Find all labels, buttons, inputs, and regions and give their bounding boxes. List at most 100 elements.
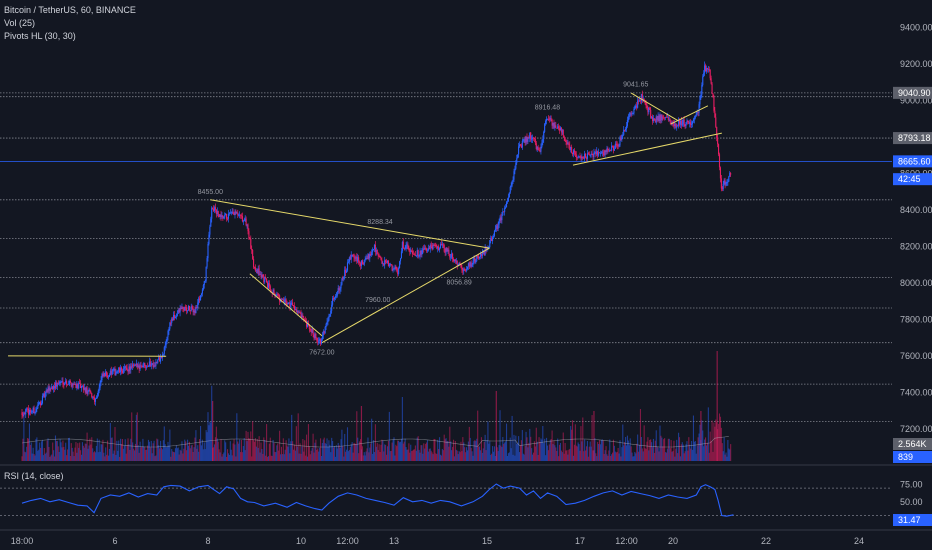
candle-body <box>348 257 350 262</box>
candle-body <box>448 249 450 255</box>
horizontal-levels <box>0 92 892 422</box>
volume-bar <box>708 452 710 461</box>
candle-body <box>380 258 382 260</box>
volume-bar <box>665 452 668 461</box>
candle-body <box>635 105 637 107</box>
rsi-legend[interactable]: RSI (14, close) <box>4 471 64 481</box>
volume-bar <box>422 453 424 461</box>
candle-body <box>625 125 628 129</box>
pivot-label: 7960.00 <box>365 297 390 304</box>
candle-body <box>379 255 381 259</box>
volume-bar <box>245 430 247 461</box>
candle-body <box>212 207 214 209</box>
trendline[interactable] <box>321 247 490 344</box>
candle-body <box>322 331 324 336</box>
candle-body <box>62 381 64 385</box>
candle-body <box>623 129 625 135</box>
volume-bar <box>566 450 568 461</box>
candle-body <box>532 137 534 139</box>
volume-bar <box>182 453 184 461</box>
x-tick-label: 15 <box>482 536 492 546</box>
volume-bar <box>496 447 498 461</box>
candle-body <box>610 150 612 151</box>
symbol-legend[interactable]: Bitcoin / TetherUS, 60, BINANCE <box>4 5 136 15</box>
volume-bar <box>92 448 94 461</box>
volume-bar <box>153 440 155 461</box>
volume-bar <box>501 447 503 461</box>
volume-bar <box>498 445 500 461</box>
candle-body <box>512 179 514 181</box>
trendline[interactable] <box>249 273 323 337</box>
candle-body <box>666 116 668 118</box>
volume-bar <box>45 452 47 461</box>
volume-bar <box>584 439 586 461</box>
trendline[interactable] <box>670 105 709 125</box>
candle-body <box>111 371 113 375</box>
candle-body <box>441 244 443 246</box>
candle-body <box>243 220 245 222</box>
candle-body <box>437 246 439 249</box>
candle-body <box>468 263 470 267</box>
volume-bar <box>164 444 166 461</box>
candle-body <box>530 132 532 140</box>
candle-body <box>572 150 575 155</box>
volume-bar <box>57 446 59 461</box>
volume-bar <box>685 444 687 461</box>
trendline[interactable] <box>630 92 678 121</box>
volume-bar <box>35 439 37 461</box>
volume-bar <box>272 439 274 461</box>
candle-body <box>248 231 250 239</box>
volume-bar <box>679 456 681 461</box>
candle-body <box>652 118 655 122</box>
candle-body <box>533 138 535 140</box>
volume-bar <box>27 438 30 461</box>
candle-body <box>173 314 175 321</box>
candle-body <box>585 153 587 158</box>
volume-bar <box>553 440 555 461</box>
volume-bar <box>473 441 475 461</box>
volume-bar <box>658 451 660 461</box>
volume-bar <box>701 420 703 461</box>
candle-body <box>224 214 226 218</box>
trendline[interactable] <box>210 199 490 249</box>
volume-bar <box>171 449 173 461</box>
candle-body <box>116 371 118 373</box>
candle-body <box>691 121 694 124</box>
candle-body <box>643 98 645 101</box>
volume-bar <box>157 439 159 461</box>
candle-body <box>73 384 75 385</box>
candle-body <box>456 260 458 266</box>
candle-body <box>515 162 517 169</box>
volume-bar <box>678 437 681 461</box>
candle-body <box>628 115 630 118</box>
volume-bar <box>25 452 27 461</box>
candle-body <box>357 257 359 262</box>
candle-body <box>148 361 150 367</box>
volume-bar <box>193 447 195 461</box>
volume-bar <box>99 451 101 461</box>
volume-bar <box>699 424 701 461</box>
candle-body <box>378 255 380 257</box>
trendline[interactable] <box>572 132 722 166</box>
volume-bar <box>545 437 548 461</box>
candle-body <box>190 306 192 311</box>
candle-body <box>226 218 229 220</box>
volume-bar <box>345 451 347 461</box>
volume-bar <box>233 439 235 461</box>
volume-bar <box>556 451 558 461</box>
candle-body <box>469 262 471 267</box>
volume-bar <box>531 448 533 461</box>
pivots-legend[interactable]: Pivots HL (30, 30) <box>4 31 76 41</box>
candle-body <box>209 226 211 235</box>
volume-bar <box>289 453 291 461</box>
rsi-badge <box>893 514 932 526</box>
volume-bar <box>241 452 243 461</box>
candle-body <box>134 364 137 366</box>
volume-legend[interactable]: Vol (25) <box>4 18 36 28</box>
volume-bar <box>278 450 280 461</box>
candle-body <box>240 214 242 216</box>
candle-body <box>52 386 54 390</box>
candle-body <box>160 357 163 358</box>
